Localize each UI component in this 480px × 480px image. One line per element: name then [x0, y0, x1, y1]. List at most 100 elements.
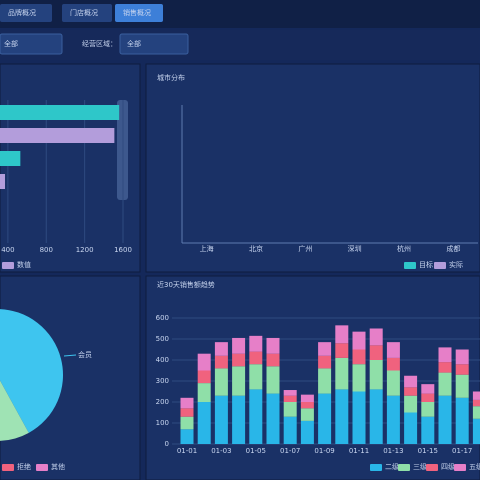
y-tick-label: 300 — [156, 377, 169, 385]
bar-segment — [214, 355, 228, 369]
bar-segment — [249, 364, 263, 390]
bar-segment — [300, 394, 314, 402]
legend-label: 三级 — [413, 462, 427, 471]
bar-segment — [197, 353, 211, 371]
bar — [0, 151, 21, 166]
panel — [0, 63, 141, 273]
bar-segment — [438, 347, 452, 363]
bar-segment — [352, 331, 366, 350]
tab[interactable] — [115, 4, 163, 22]
bar-segment — [369, 389, 383, 444]
legend-swatch — [2, 464, 14, 471]
bar-segment — [180, 416, 194, 430]
bar-segment — [352, 364, 366, 392]
bar-segment — [404, 375, 418, 388]
bar-segment — [197, 402, 211, 444]
legend-swatch — [404, 262, 416, 269]
bar-segment — [214, 395, 228, 444]
legend-label: 二级 — [385, 462, 399, 471]
bar-segment — [232, 366, 246, 396]
legend-swatch — [434, 262, 446, 269]
bar-segment — [335, 389, 349, 444]
bar-segment — [369, 345, 383, 360]
legend-swatch — [454, 464, 466, 471]
slice-label: 会员 — [78, 350, 92, 359]
legend-label: 其他 — [51, 462, 65, 471]
bar-segment — [438, 362, 452, 373]
x-tick-label: 01-03 — [211, 447, 231, 455]
bar-segment — [318, 393, 332, 444]
bar-segment — [180, 408, 194, 417]
bar-segment — [283, 395, 297, 402]
bar-segment — [232, 395, 246, 444]
chart-title: 城市分布 — [157, 73, 185, 82]
bar-segment — [335, 325, 349, 344]
x-tick-label: 800 — [40, 246, 53, 254]
bar-segment — [455, 364, 469, 375]
bar-segment — [404, 412, 418, 444]
pie-slice — [0, 380, 29, 441]
pie-slice — [0, 309, 63, 433]
bar-segment — [404, 387, 418, 396]
chart-title: 近30天销售额趋势 — [157, 280, 215, 289]
y-tick-label: 100 — [156, 419, 169, 427]
x-tick-label: 北京 — [249, 244, 263, 253]
bar-segment — [472, 418, 480, 444]
legend-label: 目标 — [419, 260, 433, 269]
panel — [145, 63, 480, 273]
bar-segment — [386, 357, 400, 371]
bar-segment — [455, 349, 469, 365]
bar-segment — [318, 368, 332, 394]
select-value: 全部 — [4, 39, 18, 48]
select[interactable] — [0, 33, 63, 55]
bar-segment — [214, 368, 228, 396]
x-tick-label: 400 — [1, 246, 14, 254]
tab-label: 销售概况 — [123, 8, 151, 17]
x-tick-label: 01-01 — [177, 447, 197, 455]
x-tick-label: 01-17 — [452, 447, 472, 455]
x-tick-label: 深圳 — [348, 244, 362, 253]
bar-segment — [283, 416, 297, 444]
bar-segment — [455, 397, 469, 444]
bar-segment — [283, 390, 297, 396]
x-tick-label: 杭州 — [397, 244, 411, 253]
y-tick-label: 200 — [156, 398, 169, 406]
bar-segment — [335, 343, 349, 358]
x-tick-label: 01-11 — [349, 447, 369, 455]
select-value: 全部 — [127, 39, 141, 48]
tab[interactable] — [62, 4, 112, 22]
bar-segment — [300, 420, 314, 444]
tab[interactable] — [0, 4, 52, 22]
bar-segment — [386, 342, 400, 358]
bar-segment — [249, 335, 263, 352]
y-tick-label: 600 — [156, 314, 169, 322]
bar-segment — [421, 384, 435, 394]
filter-label: 经营区域： — [82, 39, 117, 48]
bar-segment — [369, 328, 383, 346]
x-tick-label: 01-09 — [314, 447, 334, 455]
x-tick-label: 01-05 — [246, 447, 266, 455]
legend-label: 数值 — [17, 260, 31, 269]
legend-label: 四级 — [441, 462, 455, 471]
bar-segment — [266, 353, 280, 367]
bar-segment — [472, 391, 480, 400]
bar-segment — [335, 357, 349, 390]
bar-segment — [455, 374, 469, 398]
select[interactable] — [119, 33, 189, 55]
legend-swatch — [398, 464, 410, 471]
bar-segment — [352, 391, 366, 444]
legend-swatch — [2, 262, 14, 269]
panel — [0, 275, 141, 480]
bar-segment — [300, 402, 314, 409]
leader-line — [63, 354, 77, 357]
bar-segment — [404, 395, 418, 413]
bar-segment — [421, 402, 435, 417]
x-tick-label: 01-13 — [383, 447, 403, 455]
bar-segment — [266, 393, 280, 444]
legend-swatch — [36, 464, 48, 471]
x-tick-label: 1600 — [114, 246, 132, 254]
x-tick-label: 成都 — [446, 244, 460, 253]
bar-segment — [386, 370, 400, 396]
